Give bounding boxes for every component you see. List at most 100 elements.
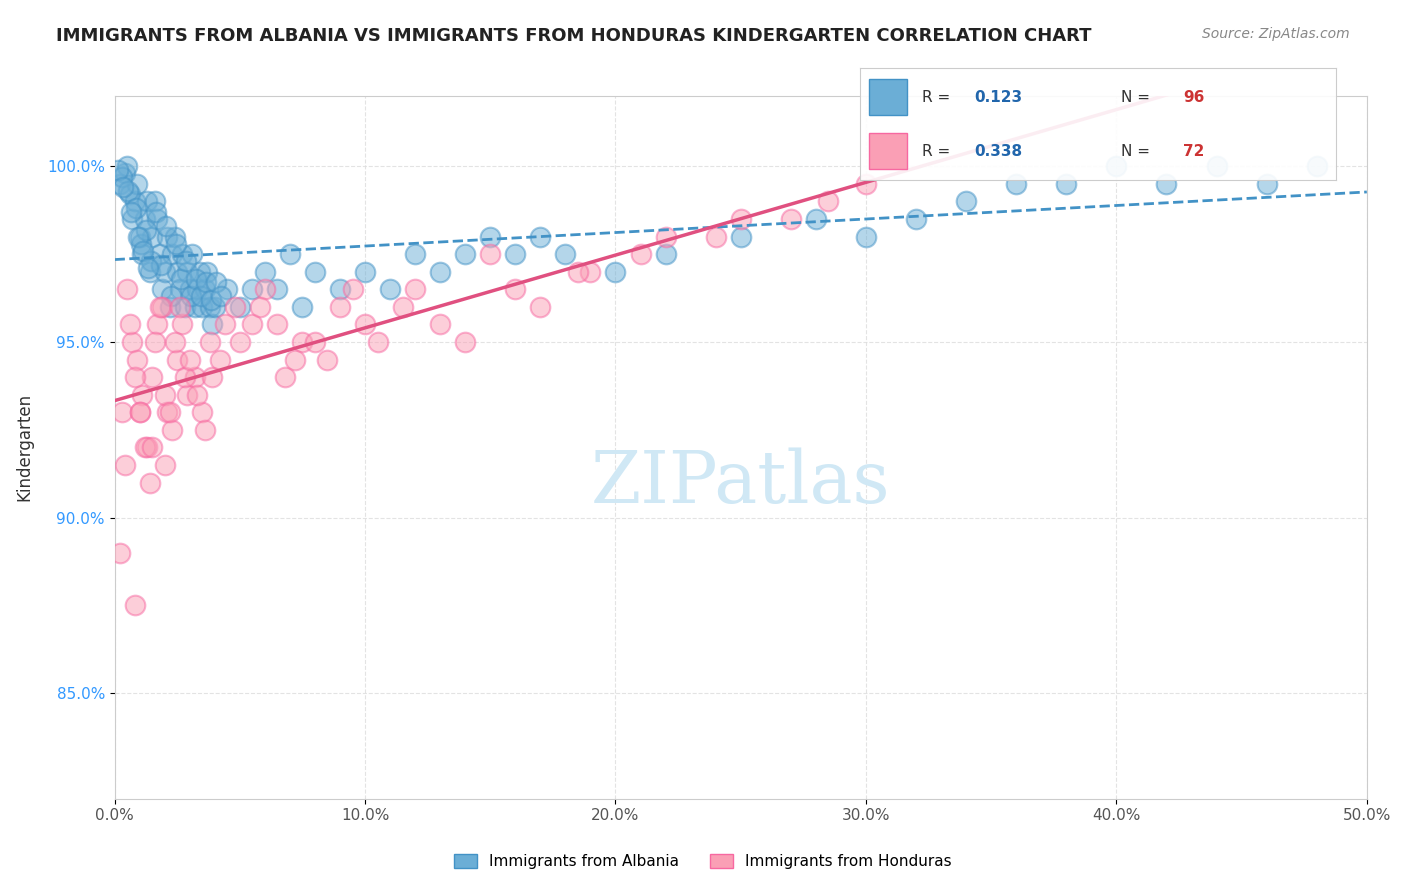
Point <box>278 247 301 261</box>
Point <box>605 265 627 279</box>
Point <box>391 300 413 314</box>
Point <box>191 300 214 314</box>
Point <box>253 265 276 279</box>
Point <box>163 334 186 349</box>
Text: Source: ZipAtlas.com: Source: ZipAtlas.com <box>1202 27 1350 41</box>
Point <box>184 271 207 285</box>
Point <box>240 282 263 296</box>
Point <box>378 282 401 296</box>
Point <box>115 159 138 173</box>
Point <box>138 261 160 276</box>
Point <box>136 441 159 455</box>
Point <box>240 318 263 332</box>
Point <box>176 265 198 279</box>
Point <box>329 300 352 314</box>
Point <box>111 169 134 184</box>
Point <box>124 194 146 209</box>
Point <box>1306 159 1329 173</box>
Point <box>266 318 288 332</box>
Point <box>188 265 211 279</box>
Point <box>139 254 162 268</box>
Point <box>180 289 202 303</box>
Point <box>274 370 297 384</box>
Point <box>229 334 252 349</box>
Point <box>179 282 201 296</box>
Point <box>153 265 176 279</box>
Point <box>329 282 352 296</box>
Point <box>304 265 326 279</box>
Point <box>404 247 426 261</box>
Point <box>804 211 827 226</box>
Point <box>172 318 194 332</box>
Point <box>208 352 231 367</box>
Point <box>229 300 252 314</box>
Point <box>169 300 191 314</box>
Point <box>127 177 149 191</box>
Point <box>194 423 217 437</box>
Point <box>143 194 166 209</box>
Point <box>194 282 217 296</box>
Point <box>156 229 179 244</box>
Point <box>155 219 177 233</box>
Point <box>354 265 377 279</box>
Point <box>166 352 188 367</box>
Point <box>204 300 226 314</box>
Point <box>201 318 224 332</box>
Point <box>170 271 193 285</box>
Point <box>131 387 153 401</box>
Point <box>159 405 181 419</box>
Point <box>179 352 201 367</box>
Point <box>138 475 160 490</box>
Point <box>127 352 149 367</box>
Point <box>779 211 801 226</box>
Point <box>131 247 153 261</box>
Point <box>146 318 169 332</box>
Point <box>114 166 136 180</box>
Point <box>172 247 194 261</box>
Point <box>905 211 928 226</box>
Point <box>630 247 652 261</box>
Point <box>117 184 139 198</box>
Point <box>150 300 173 314</box>
Point <box>429 318 451 332</box>
Point <box>136 194 159 209</box>
Point <box>224 300 246 314</box>
Point <box>1156 177 1178 191</box>
Point <box>129 236 152 251</box>
Point <box>159 300 181 314</box>
Point <box>121 211 143 226</box>
Y-axis label: Kindergarten: Kindergarten <box>15 393 32 501</box>
Point <box>124 370 146 384</box>
Point <box>479 229 502 244</box>
Point <box>127 229 149 244</box>
Text: IMMIGRANTS FROM ALBANIA VS IMMIGRANTS FROM HONDURAS KINDERGARTEN CORRELATION CHA: IMMIGRANTS FROM ALBANIA VS IMMIGRANTS FR… <box>56 27 1091 45</box>
Point <box>817 194 839 209</box>
Point <box>404 282 426 296</box>
Point <box>205 275 228 289</box>
Point <box>567 265 589 279</box>
Point <box>195 265 218 279</box>
Text: ZIPatlas: ZIPatlas <box>591 447 890 517</box>
Point <box>291 334 314 349</box>
Point <box>184 370 207 384</box>
Point <box>579 265 602 279</box>
Point <box>160 247 183 261</box>
Point <box>128 405 150 419</box>
Point <box>111 405 134 419</box>
Point <box>153 387 176 401</box>
Point <box>554 247 576 261</box>
Point <box>138 265 160 279</box>
Point <box>654 229 676 244</box>
Point <box>150 282 173 296</box>
Point <box>128 405 150 419</box>
Point <box>134 211 156 226</box>
Point <box>855 229 877 244</box>
Point <box>454 247 477 261</box>
Point <box>141 441 163 455</box>
Point <box>156 405 179 419</box>
Point <box>284 352 307 367</box>
Point <box>114 458 136 472</box>
Point <box>128 229 150 244</box>
Point <box>855 177 877 191</box>
Point <box>174 254 197 268</box>
